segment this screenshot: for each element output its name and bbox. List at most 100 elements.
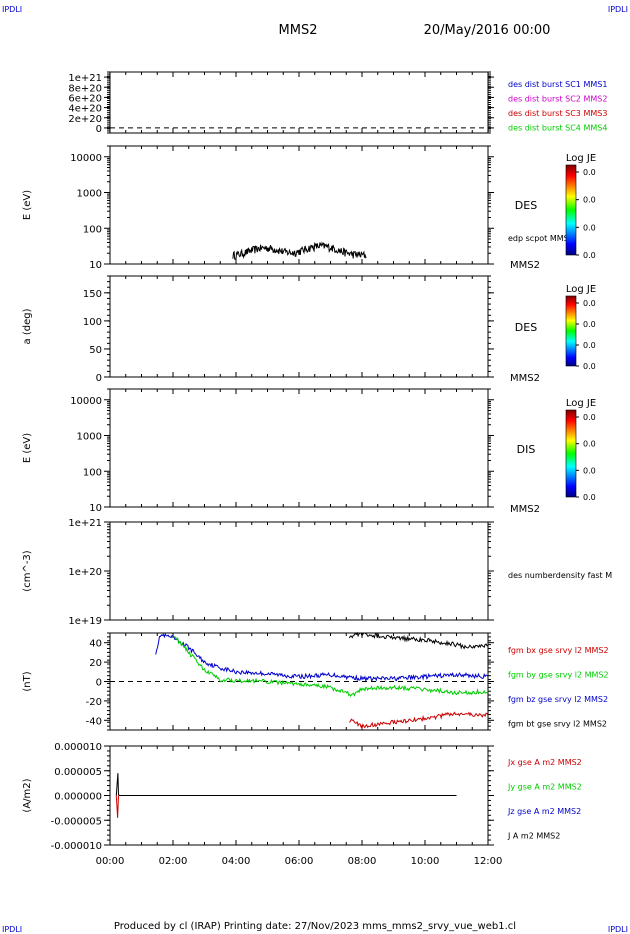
y-tick-label: -40 — [86, 716, 102, 727]
y-axis-label: (A/m2) — [22, 778, 33, 812]
spacecraft-title: MMS2 — [279, 23, 318, 38]
x-tick-label: 12:00 — [474, 856, 503, 867]
series-line — [348, 631, 489, 650]
y-tick-label: 6e+20 — [68, 93, 102, 104]
x-tick-label: 04:00 — [222, 856, 251, 867]
y-tick-label: 1e+19 — [68, 616, 102, 627]
y-tick-label: 1000 — [77, 189, 102, 200]
y-tick-label: 0.000005 — [54, 767, 102, 778]
panel-frame — [109, 71, 489, 134]
series-line — [155, 632, 489, 683]
y-axis-label: E (eV) — [22, 433, 33, 463]
y-tick-label: 10 — [89, 260, 102, 271]
legend-entry: fgm bx gse srvy l2 MMS2 — [508, 646, 609, 655]
y-axis-label: E (eV) — [22, 190, 33, 220]
y-tick-label: 1e+21 — [68, 518, 102, 529]
panel-p3: 150 100 50 0 a (deg) DES MMS2 Log JE 0.0 0.0 0.0 0.… — [22, 275, 596, 384]
x-tick-label: 08:00 — [348, 856, 377, 867]
series-line — [232, 241, 367, 260]
legend-entry: J A m2 MMS2 — [507, 832, 560, 841]
colorbar-title: Log JE — [566, 153, 596, 164]
y-tick-label: 10 — [89, 503, 102, 514]
legend-entry: des dist burst SC2 MMS2 — [508, 95, 607, 104]
y-axis-label: a (deg) — [22, 308, 33, 344]
y-tick-label: 50 — [89, 345, 102, 356]
colorbar-label: 0.0 — [583, 251, 596, 260]
colorbar-label: 0.0 — [583, 440, 596, 449]
y-tick-label: 10000 — [70, 153, 102, 164]
legend-entry: fgm bt gse srvy l2 MMS2 — [508, 720, 607, 729]
x-tick-label: 00:00 — [96, 856, 125, 867]
colorbar-label: 0.0 — [583, 196, 596, 205]
series-line — [115, 773, 457, 796]
y-tick-label: 0.000010 — [54, 742, 102, 753]
x-tick-label: 10:00 — [411, 856, 440, 867]
instrument-label: DES — [515, 199, 537, 212]
x-tick-label: 06:00 — [285, 856, 314, 867]
footer-credit: Produced by cl (IRAP) Printing date: 27/… — [114, 921, 516, 932]
corner-label-bottom-right: IPDLI — [608, 925, 628, 934]
y-tick-label: -0.000005 — [51, 816, 102, 827]
y-tick-label: 0 — [96, 678, 102, 689]
legend-entry: fgm by gse srvy l2 MMS2 — [508, 671, 609, 680]
y-axis-label: (cm^-3) — [22, 550, 33, 591]
y-tick-label: 150 — [83, 289, 102, 300]
instrument-label: DIS — [517, 443, 536, 456]
instrument-label: DES — [515, 321, 537, 334]
corner-label-top-left: IPDLI — [2, 5, 22, 14]
colorbar — [565, 409, 577, 498]
y-tick-label: 40 — [89, 639, 102, 650]
colorbar — [565, 164, 577, 256]
colorbar-label: 0.0 — [583, 223, 596, 232]
y-tick-label: 10000 — [70, 396, 102, 407]
panel-frame — [109, 145, 489, 265]
corner-label-top-right: IPDLI — [608, 5, 628, 14]
y-tick-label: 1e+21 — [68, 73, 102, 84]
legend-entry: des dist burst SC4 MMS4 — [508, 124, 607, 133]
legend-entry: des dist burst SC3 MMS3 — [508, 109, 607, 118]
series-line — [115, 795, 119, 818]
y-tick-label: 100 — [83, 224, 102, 235]
y-tick-label: 2e+20 — [68, 114, 102, 125]
y-tick-label: 8e+20 — [68, 83, 102, 94]
colorbar-label: 0.0 — [583, 299, 596, 308]
spacecraft-label: MMS2 — [510, 373, 540, 384]
colorbar-title: Log JE — [566, 398, 596, 409]
y-tick-label: 1e+20 — [68, 567, 102, 578]
y-tick-label: 20 — [89, 658, 102, 669]
y-tick-label: 1000 — [77, 432, 102, 443]
y-tick-label: 4e+20 — [68, 104, 102, 115]
colorbar-label: 0.0 — [583, 466, 596, 475]
colorbar-title: Log JE — [566, 284, 596, 295]
series-label: edp scpot MMS2 — [508, 234, 574, 243]
panel-p6: 40 20 0 -20 -40 (nT) fgm bx gse srvy l2 MMS2 fg… — [22, 631, 609, 731]
y-tick-label: 0.000000 — [54, 792, 102, 803]
colorbar — [565, 295, 577, 367]
y-tick-label: 100 — [83, 467, 102, 478]
legend-entry: Jx gse A m2 MMS2 — [507, 758, 582, 767]
legend-entry: des dist burst SC1 MMS1 — [508, 80, 607, 89]
colorbar-label: 0.0 — [583, 362, 596, 371]
panel-p2: 10000 1000 100 10 E (eV) DES MMS2 edp scpot MMS… — [22, 145, 596, 271]
y-axis-label: (nT) — [22, 671, 33, 691]
corner-label-bottom-left: IPDLI — [2, 925, 22, 934]
colorbar-label: 0.0 — [583, 493, 596, 502]
colorbar-label: 0.0 — [583, 168, 596, 177]
x-tick-label: 02:00 — [159, 856, 188, 867]
colorbar-label: 0.0 — [583, 413, 596, 422]
colorbar-label: 0.0 — [583, 320, 596, 329]
y-tick-label: 0 — [96, 373, 102, 384]
y-tick-label: -20 — [86, 697, 102, 708]
legend-entry: fgm bz gse srvy l2 MMS2 — [508, 695, 608, 704]
panel-frame — [109, 275, 489, 378]
y-tick-label: 0 — [96, 124, 102, 135]
colorbar-label: 0.0 — [583, 341, 596, 350]
spacecraft-label: MMS2 — [510, 260, 540, 271]
legend-entry: Jy gse A m2 MMS2 — [507, 783, 582, 792]
date-title: 20/May/2016 00:00 — [424, 23, 551, 38]
legend-entry: des numberdensity fast M — [508, 571, 612, 580]
series-line — [349, 711, 489, 730]
panel-frame — [109, 388, 489, 508]
